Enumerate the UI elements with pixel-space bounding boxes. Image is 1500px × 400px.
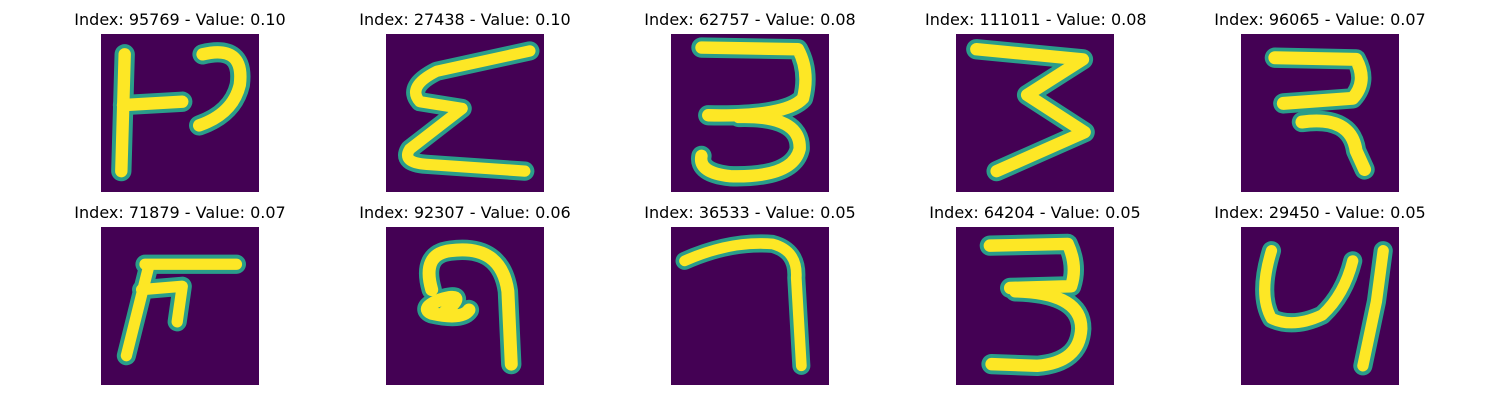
panel-title: Index: 95769 - Value: 0.10 [74, 10, 286, 29]
panel-title: Index: 111011 - Value: 0.08 [925, 10, 1147, 29]
panel-7: Index: 92307 - Value: 0.06 [355, 203, 575, 393]
handwritten-glyph-icon [101, 34, 259, 192]
digit-image [671, 34, 829, 192]
handwritten-glyph-icon [101, 227, 259, 385]
digit-image [1241, 227, 1399, 385]
panel-title: Index: 96065 - Value: 0.07 [1214, 10, 1426, 29]
panel-title: Index: 36533 - Value: 0.05 [644, 203, 856, 222]
panel-title: Index: 64204 - Value: 0.05 [929, 203, 1141, 222]
digit-image [956, 227, 1114, 385]
panel-4: Index: 111011 - Value: 0.08 [925, 10, 1147, 200]
handwritten-glyph-icon [1241, 227, 1399, 385]
panel-title: Index: 62757 - Value: 0.08 [644, 10, 856, 29]
panel-9: Index: 64204 - Value: 0.05 [925, 203, 1145, 393]
panel-3: Index: 62757 - Value: 0.08 [640, 10, 860, 200]
panel-8: Index: 36533 - Value: 0.05 [640, 203, 860, 393]
panel-2: Index: 27438 - Value: 0.10 [355, 10, 575, 200]
panel-title: Index: 27438 - Value: 0.10 [359, 10, 571, 29]
handwritten-glyph-icon [386, 34, 544, 192]
handwritten-glyph-icon [386, 227, 544, 385]
panel-1: Index: 95769 - Value: 0.10 [70, 10, 290, 200]
panel-10: Index: 29450 - Value: 0.05 [1210, 203, 1430, 393]
digit-image [671, 227, 829, 385]
panel-title: Index: 71879 - Value: 0.07 [74, 203, 286, 222]
handwritten-glyph-icon [671, 34, 829, 192]
handwritten-glyph-icon [671, 227, 829, 385]
handwritten-glyph-icon [1241, 34, 1399, 192]
digit-image [386, 227, 544, 385]
panel-6: Index: 71879 - Value: 0.07 [70, 203, 290, 393]
panel-title: Index: 92307 - Value: 0.06 [359, 203, 571, 222]
panel-5: Index: 96065 - Value: 0.07 [1210, 10, 1430, 200]
digit-image [101, 34, 259, 192]
handwritten-glyph-icon [956, 227, 1114, 385]
panel-title: Index: 29450 - Value: 0.05 [1214, 203, 1426, 222]
handwritten-glyph-icon [956, 34, 1114, 192]
digit-image [386, 34, 544, 192]
digit-image [956, 34, 1114, 192]
digit-image [101, 227, 259, 385]
digit-image [1241, 34, 1399, 192]
